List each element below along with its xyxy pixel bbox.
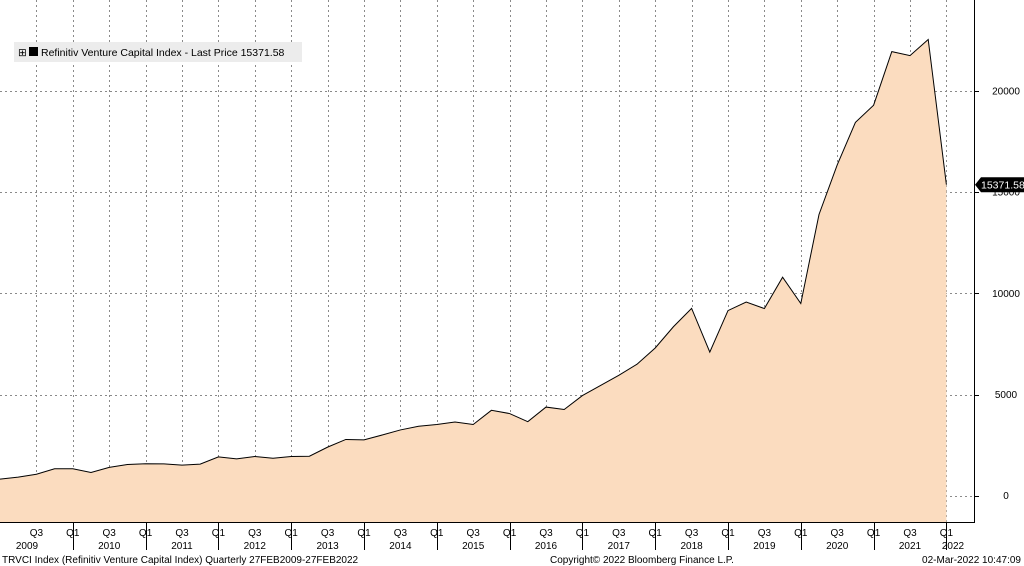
last-value-tag-shape bbox=[975, 177, 1024, 193]
y-tick-label: 20000 bbox=[992, 87, 1020, 98]
x-quarter-label: Q1 bbox=[867, 528, 881, 539]
y-tick-label: 5000 bbox=[995, 390, 1018, 401]
footer-ticker-description: TRVCI Index (Refinitiv Venture Capital I… bbox=[2, 555, 359, 566]
x-quarter-label: Q3 bbox=[103, 528, 117, 539]
x-quarter-label: Q3 bbox=[612, 528, 626, 539]
x-year-label: 2022 bbox=[942, 541, 965, 552]
footer-copyright: Copyright© 2022 Bloomberg Finance L.P. bbox=[550, 555, 734, 566]
grid bbox=[0, 0, 974, 522]
legend-expand-icon[interactable]: ⊞ bbox=[18, 47, 27, 59]
x-year-label: 2011 bbox=[171, 541, 193, 552]
y-tick-label: 0 bbox=[1003, 491, 1009, 502]
x-year-label: 2014 bbox=[389, 541, 412, 552]
x-year-label: 2021 bbox=[899, 541, 922, 552]
x-axis-ticks: Q3Q1Q3Q1Q3Q1Q3Q1Q3Q1Q3Q1Q3Q1Q3Q1Q3Q1Q3Q1… bbox=[16, 522, 965, 552]
x-quarter-label: Q3 bbox=[758, 528, 772, 539]
x-quarter-label: Q1 bbox=[139, 528, 153, 539]
x-year-label: 2009 bbox=[16, 541, 39, 552]
x-quarter-label: Q3 bbox=[175, 528, 189, 539]
x-quarter-label: Q1 bbox=[503, 528, 517, 539]
legend-label: Refinitiv Venture Capital Index - Last P… bbox=[41, 47, 285, 59]
x-year-label: 2010 bbox=[98, 541, 121, 552]
x-quarter-label: Q3 bbox=[394, 528, 408, 539]
y-axis-ticks: 0 5000 10000 15000 20000 bbox=[974, 87, 1020, 502]
y-tick-label: 10000 bbox=[992, 289, 1020, 300]
legend[interactable]: ⊞ Refinitiv Venture Capital Index - Last… bbox=[14, 42, 302, 62]
x-quarter-label: Q3 bbox=[30, 528, 44, 539]
x-quarter-label: Q3 bbox=[685, 528, 699, 539]
x-year-label: 2019 bbox=[753, 541, 776, 552]
last-value-label: 15371.58 bbox=[981, 179, 1024, 191]
x-year-label: 2020 bbox=[826, 541, 849, 552]
x-quarter-label: Q3 bbox=[831, 528, 845, 539]
x-quarter-label: Q3 bbox=[539, 528, 553, 539]
footer: TRVCI Index (Refinitiv Venture Capital I… bbox=[2, 555, 1021, 566]
x-year-label: 2016 bbox=[535, 541, 558, 552]
axes bbox=[0, 0, 975, 523]
x-quarter-label: Q3 bbox=[248, 528, 262, 539]
x-quarter-label: Q3 bbox=[467, 528, 481, 539]
legend-swatch bbox=[29, 47, 38, 56]
x-year-label: 2017 bbox=[608, 541, 631, 552]
y-tick-label: 15000 bbox=[992, 188, 1020, 199]
x-year-label: 2013 bbox=[316, 541, 339, 552]
x-quarter-label: Q3 bbox=[321, 528, 335, 539]
series-line bbox=[0, 38, 947, 480]
series-area bbox=[0, 38, 947, 522]
footer-timestamp: 02-Mar-2022 10:47:09 bbox=[922, 555, 1021, 566]
x-year-label: 2012 bbox=[244, 541, 267, 552]
x-year-label: 2018 bbox=[680, 541, 703, 552]
x-quarter-label: Q3 bbox=[903, 528, 917, 539]
series-area-fill bbox=[0, 39, 947, 522]
x-year-label: 2015 bbox=[462, 541, 485, 552]
last-value-tag: 15371.58 bbox=[975, 177, 1024, 193]
legend-box bbox=[14, 42, 302, 62]
